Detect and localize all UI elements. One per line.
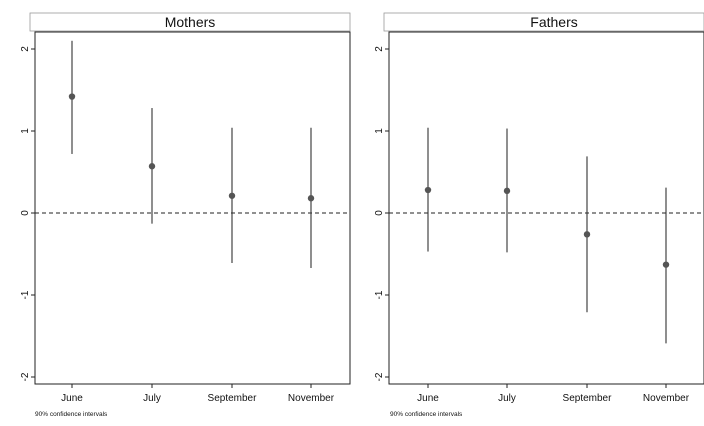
mothers-point-estimate (228, 192, 236, 199)
fathers-point-estimate (424, 186, 432, 194)
panel-mothers-plot-area (34, 31, 351, 385)
panel-mothers-title: Mothers (165, 14, 216, 30)
fathers-ytick-label: 0 (374, 210, 385, 216)
mothers-xtick-label: June (61, 393, 83, 404)
panel-mothers: Mothers 2 1 0 -1 -2 June July September Novembe… (20, 12, 351, 418)
mothers-xtick-label: September (208, 393, 258, 404)
mothers-ytick-label: -2 (20, 372, 31, 381)
fathers-point-estimate (583, 231, 591, 238)
fathers-xtick-label: June (417, 393, 439, 404)
panel-fathers-note: 90% confidence intervals (390, 411, 463, 418)
mothers-ytick-label: 2 (20, 46, 31, 52)
fathers-point-estimate (662, 261, 670, 268)
panel-fathers: Fathers 2 1 0 -1 -2 June July September Novembe… (374, 12, 704, 418)
fathers-xtick-label: November (643, 393, 690, 404)
fathers-ytick-label: 1 (374, 128, 385, 134)
mothers-ytick-label: -1 (20, 290, 31, 299)
panel-fathers-plot-area (388, 31, 704, 385)
fathers-ytick-label: -1 (374, 290, 385, 299)
mothers-xtick-label: November (288, 393, 335, 404)
fathers-xtick-label: July (498, 393, 516, 404)
mothers-point-estimate (68, 93, 76, 100)
mothers-xtick-label: July (143, 393, 161, 404)
mothers-ytick-label: 0 (20, 210, 31, 216)
fathers-point-estimate (503, 187, 511, 195)
mothers-point-estimate (307, 195, 315, 202)
panel-mothers-note: 90% confidence intervals (35, 411, 108, 418)
panel-fathers-title-bar (383, 12, 704, 32)
panel-fathers-title: Fathers (530, 14, 577, 30)
mothers-point-estimate (148, 163, 156, 170)
fathers-ytick-label: -2 (374, 372, 385, 381)
fathers-ytick-label: 2 (374, 46, 385, 52)
fathers-xtick-label: September (563, 393, 613, 404)
panel-mothers-title-bar (29, 12, 351, 32)
mothers-ytick-label: 1 (20, 128, 31, 134)
